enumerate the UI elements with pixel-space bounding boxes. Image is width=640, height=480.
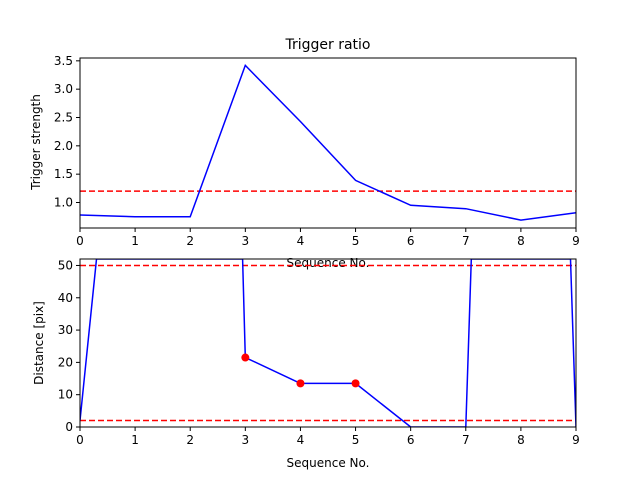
series-line	[80, 259, 576, 427]
y-tick-label: 30	[58, 323, 73, 337]
data-point	[241, 353, 250, 362]
y-tick-label: 2.0	[54, 139, 73, 153]
x-tick-label: 9	[572, 234, 580, 248]
y-tick-label: 1.0	[54, 196, 73, 210]
y-tick-label: 50	[58, 258, 73, 272]
y-tick-label: 40	[58, 291, 73, 305]
x-tick-label: 2	[186, 433, 194, 447]
x-tick-label: 1	[131, 234, 139, 248]
data-point	[296, 379, 305, 388]
x-tick-label: 4	[297, 234, 305, 248]
top-y-axis-label: Trigger strength	[29, 94, 43, 191]
x-tick-label: 7	[462, 234, 470, 248]
y-tick-label: 1.5	[54, 167, 73, 181]
x-tick-label: 1	[131, 433, 139, 447]
top-chart: 0 1 2 3 4 5 6 7 8 9 1.0 1.5 2.0 2.5 3.0 3.5	[54, 54, 580, 248]
x-tick-label: 7	[462, 433, 470, 447]
x-tick-label: 3	[242, 433, 250, 447]
y-tick-label: 2.5	[54, 111, 73, 125]
x-tick-label: 8	[517, 234, 525, 248]
series-line	[80, 64, 576, 221]
top-chart-title: Trigger ratio	[284, 37, 370, 53]
x-tick-label: 5	[352, 433, 360, 447]
x-tick-label: 0	[76, 433, 84, 447]
x-tick-label: 0	[76, 234, 84, 248]
y-tick-label: 3.5	[54, 54, 73, 68]
y-tick-label: 0	[65, 420, 73, 434]
plot-frame	[79, 258, 577, 428]
x-tick-label: 4	[297, 433, 305, 447]
plot-frame	[79, 57, 577, 229]
y-tick-label: 3.0	[54, 82, 73, 96]
x-tick-label: 8	[517, 433, 525, 447]
bottom-y-axis-label: Distance [pix]	[32, 301, 46, 385]
x-tick-label: 5	[352, 234, 360, 248]
x-tick-label: 9	[572, 433, 580, 447]
top-x-axis-label: Sequence No.	[287, 256, 370, 270]
y-tick-label: 10	[58, 388, 73, 402]
x-tick-label: 6	[407, 433, 415, 447]
data-point	[351, 379, 360, 388]
bottom-x-axis-label: Sequence No.	[287, 456, 370, 470]
y-tick-label: 20	[58, 355, 73, 369]
x-tick-label: 3	[242, 234, 250, 248]
x-tick-label: 2	[186, 234, 194, 248]
x-tick-label: 6	[407, 234, 415, 248]
bottom-chart: 0 1 2 3 4 5 6 7 8 9 0 10 20 30 40 50	[58, 258, 580, 447]
